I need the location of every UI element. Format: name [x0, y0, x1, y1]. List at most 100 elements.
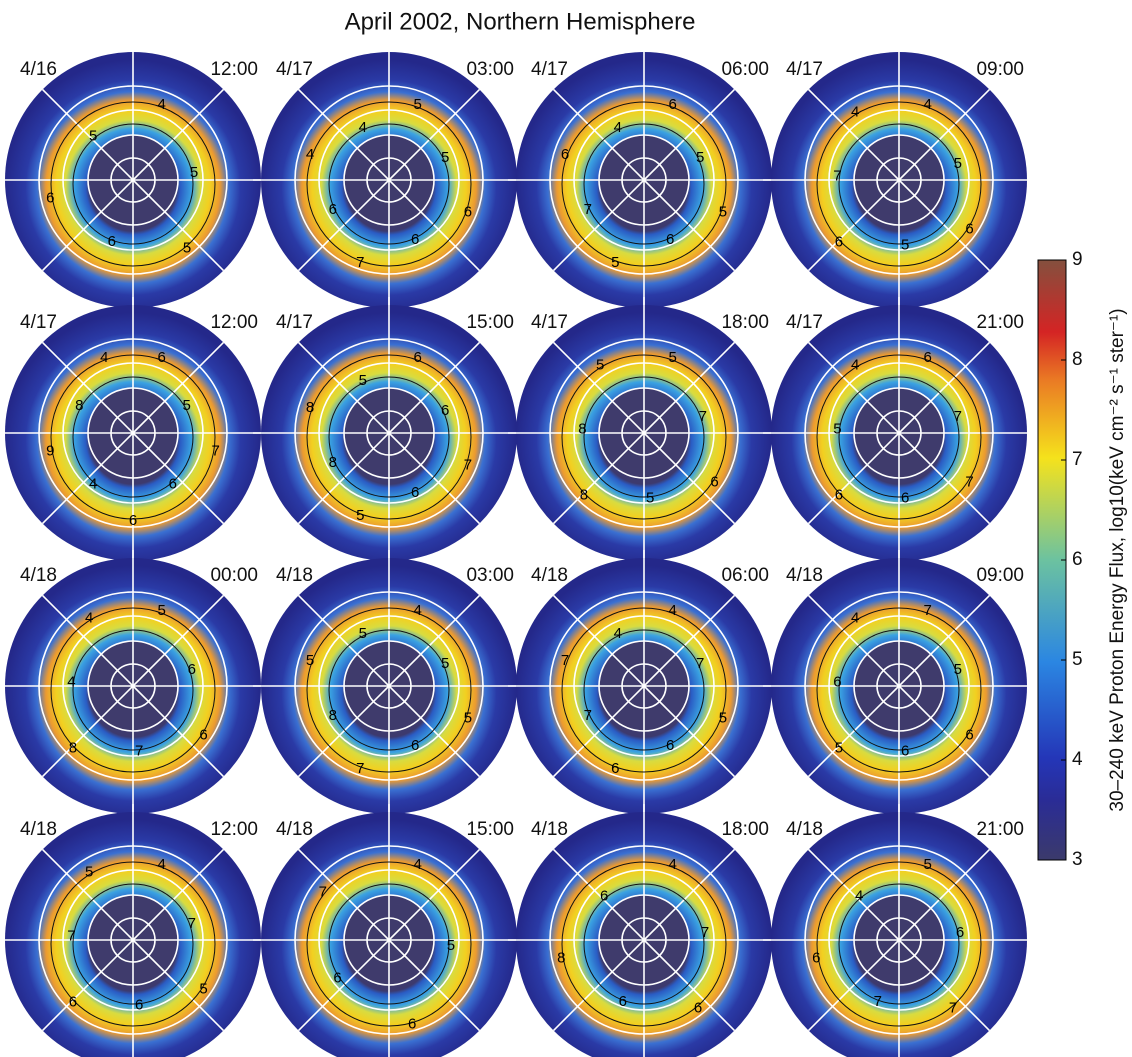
contour-label: 4: [100, 349, 108, 366]
panel-date: 4/18: [276, 819, 313, 840]
grid-line: [41, 848, 134, 941]
grid-line: [388, 341, 481, 434]
panel-date: 4/17: [531, 312, 568, 333]
contour-label: 6: [411, 484, 419, 501]
contour-label: 5: [954, 155, 962, 172]
contour-label: 6: [408, 1016, 416, 1033]
contour-label: 5: [719, 204, 727, 221]
polar-panel: 6 5 5 6 5 7 6 4 4/17 06:00: [508, 44, 780, 316]
contour-label: 4: [306, 146, 314, 163]
contour: [838, 883, 960, 1005]
grid-line: [297, 939, 390, 1032]
contour-label: 7: [584, 707, 592, 724]
contour-label: 6: [833, 673, 841, 690]
contour-label: 4: [669, 856, 677, 873]
grid-line: [297, 179, 390, 272]
panel-time: 15:00: [466, 312, 514, 333]
grid-line: [132, 685, 225, 778]
grid-line: [807, 432, 900, 525]
contour-label: 5: [833, 420, 841, 437]
panel-date: 4/16: [20, 59, 57, 80]
panel-time: 06:00: [721, 565, 769, 586]
contour-label: 8: [329, 707, 337, 724]
tick-label: 4: [1072, 749, 1083, 770]
contour: [50, 354, 216, 520]
grid-line: [388, 432, 481, 525]
panel-time: 06:00: [721, 59, 769, 80]
tick-label: 5: [1072, 649, 1083, 670]
panel-time: 09:00: [976, 565, 1024, 586]
contour-label: 9: [46, 443, 54, 460]
polar-panel: 4 7 5 6 6 7 5 4/18 12:00: [0, 804, 269, 1057]
contour-label: 5: [190, 164, 198, 181]
contour-label: 5: [596, 356, 604, 373]
contour-label: 6: [619, 993, 627, 1010]
contour-label: 6: [69, 994, 77, 1011]
grid-line: [388, 848, 481, 941]
contour-label: 6: [669, 96, 677, 113]
grid-line: [643, 594, 736, 687]
contour-label: 6: [812, 950, 820, 967]
contour-label: 6: [464, 204, 472, 221]
contour: [72, 123, 194, 245]
panel-time: 15:00: [466, 819, 514, 840]
grid-line: [132, 341, 225, 434]
contour-label: 5: [359, 372, 367, 389]
polar-panel: 4 7 6 6 8 6 4/18 18:00: [508, 804, 780, 1057]
contour-label: 4: [89, 475, 97, 492]
contour: [50, 861, 216, 1027]
contour-label: 5: [89, 127, 97, 144]
grid-line: [132, 88, 225, 181]
contour-label: 7: [701, 924, 709, 941]
panel-time: 09:00: [976, 59, 1024, 80]
polar-panel: 4 5 6 5 6 7 4 4/17 09:00: [763, 44, 1035, 316]
contour-label: 5: [835, 740, 843, 757]
panel-date: 4/18: [531, 819, 568, 840]
grid-line: [898, 848, 991, 941]
contour-label: 6: [901, 743, 909, 760]
grid-line: [41, 939, 134, 1032]
contour-label: 6: [600, 887, 608, 904]
contour-label: 6: [199, 727, 207, 744]
contour: [816, 861, 982, 1027]
panel-date: 4/17: [786, 312, 823, 333]
panel-time: 12:00: [210, 819, 258, 840]
grid-line: [388, 88, 481, 181]
grid-line: [898, 341, 991, 434]
contour-label: 8: [75, 397, 83, 414]
colorbar: 3 4 5 6 7 8 9 30–240 keV Proton Energy Flux, lo…: [1037, 249, 1128, 870]
panel-time: 21:00: [976, 312, 1024, 333]
colorbar-label: 30–240 keV Proton Energy Flux, log10(keV…: [1107, 308, 1128, 811]
contour-label: 7: [319, 883, 327, 900]
grid-line: [807, 88, 900, 181]
grid-line: [807, 685, 900, 778]
contour-label: 8: [329, 454, 337, 471]
contour-label: 5: [183, 397, 191, 414]
contour-label: 5: [611, 254, 619, 271]
contour-label: 5: [359, 625, 367, 642]
contour-label: 8: [69, 740, 77, 757]
contour: [306, 861, 472, 1027]
contour-label: 5: [356, 507, 364, 524]
contour-label: 4: [158, 96, 166, 113]
contour-label: 7: [188, 915, 196, 932]
contour-label: 5: [447, 937, 455, 954]
contour-label: 4: [414, 856, 422, 873]
contour: [583, 883, 705, 1005]
contour-label: 6: [169, 475, 177, 492]
contour: [838, 376, 960, 498]
grid-line: [643, 685, 736, 778]
contour-label: 4: [669, 602, 677, 619]
contour-label: 4: [359, 119, 367, 136]
contour-label: 4: [414, 602, 422, 619]
contour: [306, 607, 472, 773]
contour-label: 5: [441, 655, 449, 672]
polar-panel: 4 5 6 6 7 4/18 15:00: [253, 804, 525, 1057]
polar-panel: 4 5 5 6 6 5 4/16 12:00: [0, 44, 269, 316]
contour-label: 5: [924, 856, 932, 873]
contour-label: 6: [158, 349, 166, 366]
grid-line: [297, 341, 390, 434]
grid-line: [388, 594, 481, 687]
contour-label: 6: [108, 233, 116, 250]
